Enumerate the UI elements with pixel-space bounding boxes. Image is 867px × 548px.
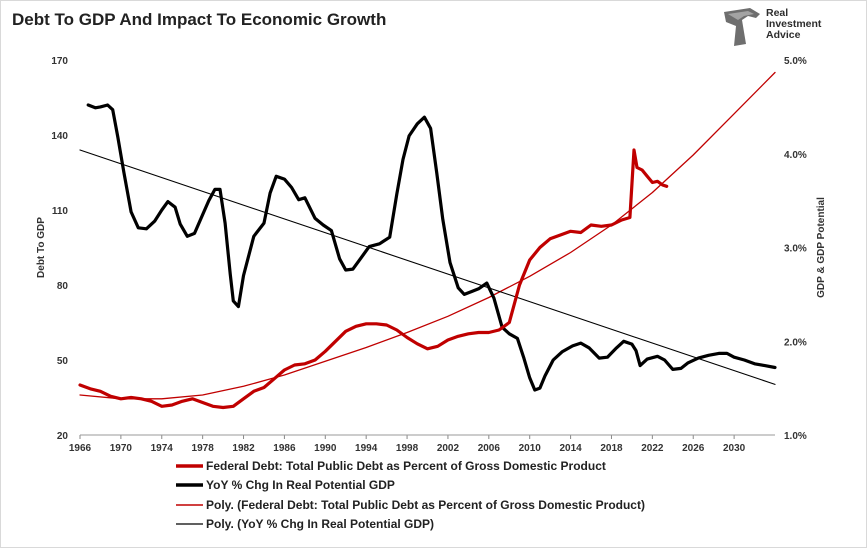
logo-line-2: Investment xyxy=(766,18,822,30)
x-tick-label: 2002 xyxy=(437,443,460,454)
x-tick-label: 1970 xyxy=(110,443,133,454)
x-tick-label: 2030 xyxy=(723,443,746,454)
x-tick-label: 1982 xyxy=(232,443,255,454)
trend-potential-gdp-line xyxy=(79,149,776,385)
brand-logo: Real Investment Advice xyxy=(718,4,858,50)
y-axis-ticks: 20 50 80 110 140 170 xyxy=(51,56,68,442)
trend-federal-debt-line xyxy=(79,71,776,400)
x-axis-ticks: 1966 1970 1974 1978 1982 1986 1990 1994 1998 2002… xyxy=(69,435,746,454)
eagle-head-icon xyxy=(724,8,760,46)
x-tick-label: 1974 xyxy=(151,443,174,454)
series-layer xyxy=(78,71,777,410)
x-tick-label: 1998 xyxy=(396,443,419,454)
x-tick-label: 1990 xyxy=(314,443,337,454)
x-tick-label: 1978 xyxy=(192,443,215,454)
series-potential-gdp-line xyxy=(86,103,777,392)
legend-label: Poly. (YoY % Chg In Real Potential GDP) xyxy=(206,517,434,531)
x-tick-label: 2026 xyxy=(682,443,705,454)
chart-title: Debt To GDP And Impact To Economic Growt… xyxy=(12,10,387,29)
x-tick-label: 2022 xyxy=(641,443,664,454)
y-tick-label: 80 xyxy=(57,281,69,292)
x-tick-label: 2006 xyxy=(478,443,501,454)
legend: Federal Debt: Total Public Debt as Perce… xyxy=(176,459,645,531)
legend-label: YoY % Chg In Real Potential GDP xyxy=(206,478,395,492)
logo-line-1: Real xyxy=(766,7,789,19)
legend-label: Federal Debt: Total Public Debt as Perce… xyxy=(206,459,606,473)
y2-tick-label: 2.0% xyxy=(784,337,807,348)
y-tick-label: 170 xyxy=(51,56,68,67)
y2-tick-label: 1.0% xyxy=(784,431,807,442)
x-tick-label: 2018 xyxy=(600,443,623,454)
x-tick-label: 2010 xyxy=(519,443,542,454)
logo-text: Real Investment Advice xyxy=(766,8,821,41)
series-federal-debt-line xyxy=(78,148,669,410)
y2-tick-label: 5.0% xyxy=(784,56,807,67)
x-tick-label: 1966 xyxy=(69,443,92,454)
y-tick-label: 20 xyxy=(57,431,69,442)
y2-axis-label: GDP & GDP Potential xyxy=(816,197,827,298)
y-tick-label: 50 xyxy=(57,356,69,367)
logo-line-3: Advice xyxy=(766,29,801,41)
legend-label: Poly. (Federal Debt: Total Public Debt a… xyxy=(206,498,645,512)
y2-tick-label: 4.0% xyxy=(784,150,807,161)
y-tick-label: 110 xyxy=(52,206,69,217)
x-tick-label: 1986 xyxy=(273,443,296,454)
y-tick-label: 140 xyxy=(51,131,68,142)
x-tick-label: 2014 xyxy=(559,443,582,454)
y2-tick-label: 3.0% xyxy=(784,244,807,255)
x-tick-label: 1994 xyxy=(355,443,378,454)
y2-axis-ticks: 1.0% 2.0% 3.0% 4.0% 5.0% xyxy=(784,56,807,442)
y-axis-label: Debt To GDP xyxy=(36,217,47,278)
